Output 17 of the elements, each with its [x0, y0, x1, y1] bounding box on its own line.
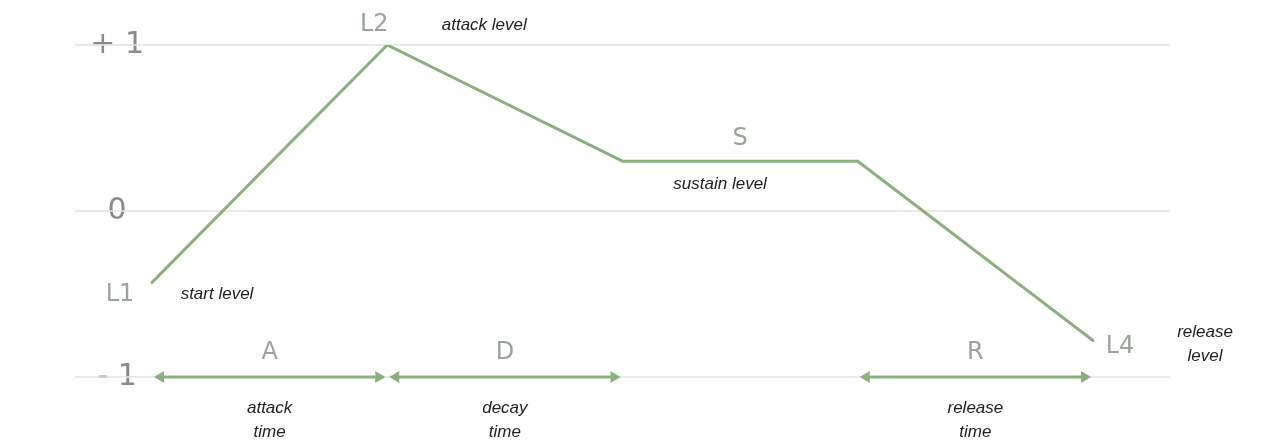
annotation: L4 — [1105, 330, 1135, 359]
annotation: A — [261, 337, 279, 366]
text: release level — [1177, 322, 1233, 366]
annotation: D — [495, 337, 515, 366]
text: attack level — [441, 14, 528, 34]
text: decay time — [482, 397, 530, 441]
annotation: sustain level — [673, 173, 769, 193]
y-tick-label: - 1 — [97, 356, 137, 392]
text: L2 — [359, 9, 389, 38]
annotation: R — [967, 337, 984, 366]
y-tick-label: + 1 — [90, 24, 144, 60]
annotation: S — [732, 123, 748, 152]
annotation: L1 — [105, 278, 135, 307]
y-tick-label: 0 — [107, 190, 127, 226]
annotation: start level — [180, 284, 255, 304]
text: release time — [947, 397, 1004, 441]
text: attack time — [246, 397, 294, 441]
